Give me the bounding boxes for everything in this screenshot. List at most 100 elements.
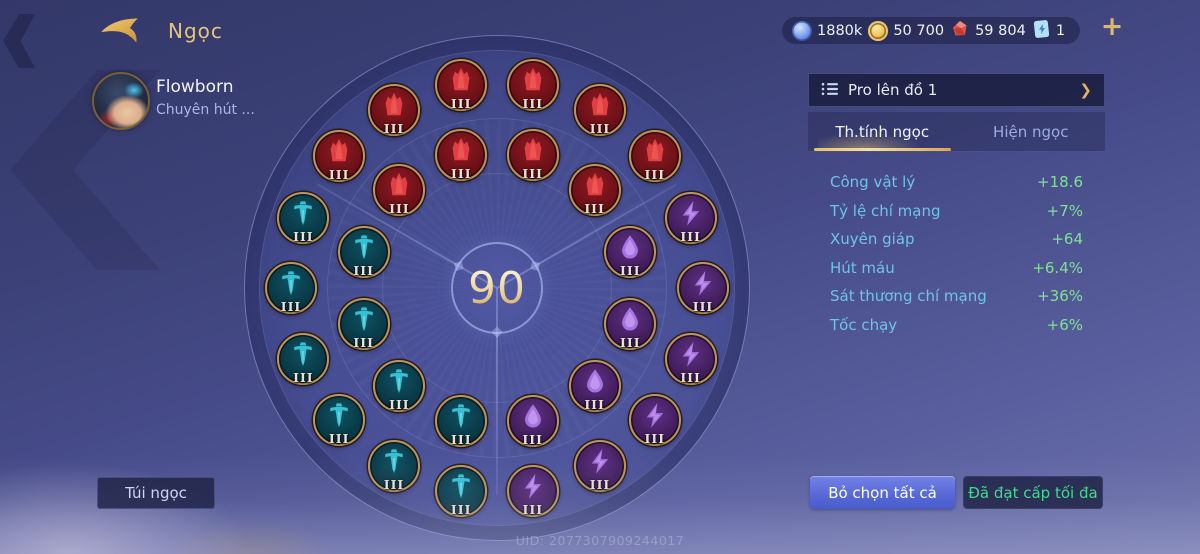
stat-row: Sát thương chí mạng +36%	[808, 282, 1105, 311]
rune-level: III	[620, 263, 641, 279]
rune-level: III	[383, 477, 405, 493]
rune-purple-drop[interactable]: III	[568, 359, 621, 412]
rune-red-attack[interactable]: III	[628, 129, 681, 182]
rune-teal-sword[interactable]: III	[337, 226, 390, 279]
rune-level: III	[328, 431, 350, 447]
tab-show-runes[interactable]: Hiện ngọc	[957, 112, 1106, 151]
rune-teal-sword[interactable]: III	[435, 464, 488, 517]
currency-gold-coin[interactable]: 50 700	[868, 20, 944, 41]
rune-level: III	[644, 431, 666, 447]
uid-text: UID: 2077307909244017	[515, 533, 685, 548]
stat-value: +6%	[1046, 315, 1083, 334]
currency-red-gem[interactable]: 59 804	[950, 19, 1026, 43]
rune-purple-drop[interactable]: III	[604, 297, 657, 350]
tab-label: Th.tính ngọc	[835, 123, 929, 141]
rune-level: III	[293, 369, 314, 385]
stat-row: Xuyên giáp +64	[808, 225, 1105, 254]
rune-level: III	[589, 477, 611, 493]
stat-label: Tốc chạy	[830, 315, 898, 334]
rune-teal-sword[interactable]: III	[277, 191, 330, 244]
stat-row: Tỷ lệ chí mạng +7%	[808, 197, 1105, 226]
rune-red-attack[interactable]: III	[435, 59, 488, 112]
rune-page-title: Pro lên đồ 1	[848, 81, 938, 99]
rune-level: III	[383, 120, 405, 136]
gold-coin-icon	[868, 20, 889, 41]
rune-level: III	[584, 201, 605, 217]
rune-purple-bolt[interactable]: III	[628, 394, 681, 447]
currency-strip: 1880k 50 700 59 804 1	[782, 17, 1080, 44]
rune-level-total-value: 90	[468, 262, 526, 314]
rune-teal-sword[interactable]: III	[435, 395, 488, 448]
rune-level: III	[644, 166, 666, 182]
rune-level: III	[451, 432, 472, 448]
deselect-all-button[interactable]: Bỏ chọn tất cả	[810, 476, 955, 509]
rune-level: III	[389, 396, 410, 412]
stat-value: +7%	[1046, 201, 1083, 220]
rune-level: III	[692, 299, 714, 314]
rune-purple-bolt[interactable]: III	[506, 464, 559, 517]
rune-teal-sword[interactable]: III	[265, 262, 317, 314]
avatar[interactable]	[92, 72, 150, 130]
rune-level: III	[451, 165, 472, 181]
currency-blue-coin[interactable]: 1880k	[792, 20, 862, 41]
rune-level: III	[353, 263, 374, 279]
tab-rune-attributes[interactable]: Th.tính ngọc	[808, 112, 957, 151]
rune-teal-sword[interactable]: III	[337, 297, 390, 350]
wheel-ring-inner	[382, 173, 612, 403]
rune-teal-sword[interactable]: III	[373, 359, 426, 412]
stat-label: Xuyên giáp	[830, 230, 915, 249]
max-level-button[interactable]: Đã đạt cấp tối đa	[963, 476, 1103, 509]
rune-level: III	[589, 120, 611, 136]
rune-page-selector[interactable]: Pro lên đồ 1 ❯	[808, 73, 1105, 107]
chevron-right-icon: ❯	[1079, 81, 1092, 99]
tab-active-glow	[818, 127, 947, 149]
rune-level: III	[522, 165, 543, 181]
rune-purple-drop[interactable]: III	[604, 226, 657, 279]
stat-value: +36%	[1037, 287, 1083, 306]
rune-stats-list: Công vật lý +18.6 Tỷ lệ chí mạng +7% Xuy…	[808, 168, 1105, 339]
rune-purple-bolt[interactable]: III	[677, 262, 729, 314]
add-currency-button[interactable]: +	[1100, 11, 1124, 42]
rune-purple-drop[interactable]: III	[506, 395, 559, 448]
stat-row: Tốc chạy +6%	[808, 311, 1105, 340]
profile-subtitle: Chuyên hút ...	[156, 102, 255, 118]
rune-level: III	[450, 96, 472, 112]
rune-level: III	[450, 501, 472, 517]
back-arrow-icon	[96, 18, 142, 50]
rune-purple-bolt[interactable]: III	[664, 191, 717, 244]
tab-active-underline	[814, 148, 951, 151]
rune-teal-sword[interactable]: III	[368, 440, 420, 493]
rune-red-attack[interactable]: III	[313, 129, 366, 182]
blue-coin-icon	[792, 20, 812, 41]
card-icon	[1032, 19, 1051, 43]
rune-purple-bolt[interactable]: III	[664, 332, 717, 385]
rune-level: III	[522, 432, 543, 448]
panel-tabs: Th.tính ngọc Hiện ngọc	[808, 112, 1105, 152]
stat-value: +18.6	[1037, 173, 1083, 192]
stat-label: Hút máu	[830, 258, 895, 277]
rune-level-total: 90	[451, 242, 543, 334]
rune-level: III	[680, 369, 701, 385]
rune-level: III	[680, 228, 701, 244]
red-gem-icon	[950, 19, 970, 43]
rune-red-attack[interactable]: III	[373, 164, 426, 217]
back-button[interactable]	[96, 14, 142, 46]
rune-purple-bolt[interactable]: III	[574, 440, 626, 493]
rune-red-attack[interactable]: III	[368, 83, 420, 136]
stat-label: Công vật lý	[830, 173, 916, 192]
rune-red-attack[interactable]: III	[506, 59, 559, 112]
stat-label: Tỷ lệ chí mạng	[830, 201, 941, 220]
stat-label: Sát thương chí mạng	[830, 287, 987, 306]
page-title: Ngọc	[168, 19, 223, 43]
rune-level: III	[584, 396, 605, 412]
rune-teal-sword[interactable]: III	[313, 394, 366, 447]
rune-level: III	[522, 501, 544, 517]
rune-red-attack[interactable]: III	[435, 128, 488, 181]
rune-red-attack[interactable]: III	[506, 128, 559, 181]
rune-teal-sword[interactable]: III	[277, 332, 330, 385]
rune-level: III	[328, 166, 350, 182]
currency-card[interactable]: 1	[1032, 19, 1070, 43]
rune-red-attack[interactable]: III	[574, 83, 626, 136]
rune-red-attack[interactable]: III	[568, 164, 621, 217]
rune-bag-button[interactable]: Túi ngọc	[97, 477, 215, 509]
